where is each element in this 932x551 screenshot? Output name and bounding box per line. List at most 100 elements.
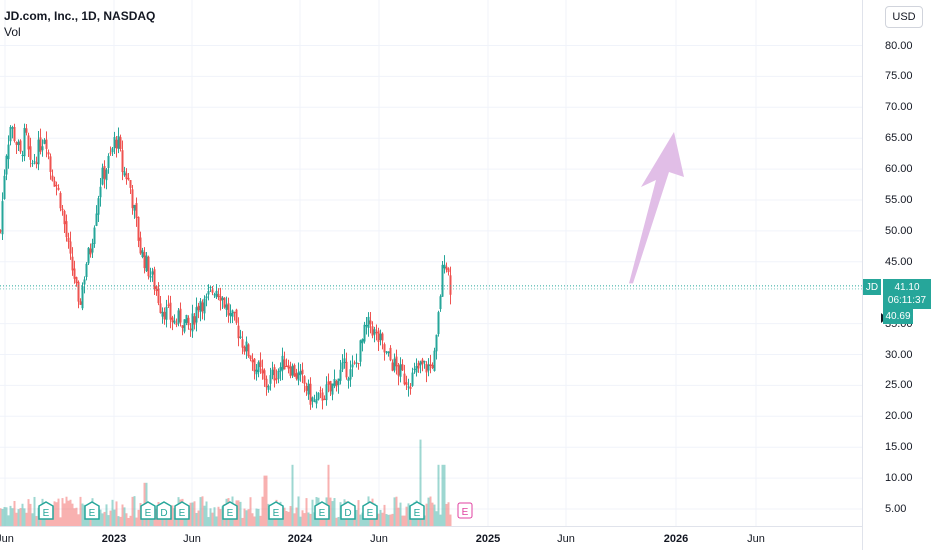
volume-bar	[53, 501, 56, 526]
candle-body	[145, 255, 148, 272]
earnings-marker-shape	[140, 501, 156, 520]
candle-body	[279, 367, 282, 372]
volume-bar	[65, 496, 68, 526]
candle-body	[285, 366, 288, 368]
earnings-marker-label: E	[319, 508, 326, 519]
candle-body	[43, 139, 46, 144]
earnings-marker-label: E	[273, 508, 280, 519]
volume-bar	[449, 514, 452, 526]
candle-body	[299, 370, 302, 376]
volume-bar	[99, 509, 102, 526]
candle-body	[235, 309, 238, 323]
candle-body	[347, 378, 350, 381]
volume-bar	[281, 514, 284, 526]
candle-body	[227, 303, 230, 316]
candle-body	[289, 366, 292, 376]
candle-body	[125, 173, 128, 180]
volume-bar	[147, 515, 150, 526]
volume-bar	[277, 514, 280, 526]
volume-bar	[377, 513, 380, 526]
volume-bar	[287, 511, 290, 526]
volume-bar	[3, 507, 6, 526]
volume-bar	[445, 503, 448, 526]
volume-bar	[25, 512, 28, 526]
candle-body	[199, 301, 202, 313]
candle-body	[315, 398, 318, 404]
candle-body	[437, 312, 440, 335]
earnings-marker: D	[156, 501, 172, 520]
candle-body	[413, 368, 416, 370]
volume-bar	[355, 509, 358, 526]
volume-bar	[359, 514, 362, 526]
price-tick-label: 5.00	[885, 503, 907, 515]
volume-bar	[265, 475, 268, 526]
volume-bar	[209, 508, 212, 526]
price-tick-label: 10.00	[885, 472, 913, 485]
volume-legend[interactable]: Vol	[4, 25, 21, 39]
earnings-marker: E	[222, 501, 238, 520]
time-tick-label: Jun	[183, 533, 201, 545]
candle-body	[135, 203, 138, 218]
candle-body	[405, 382, 408, 386]
candle-body	[3, 175, 6, 200]
candle-body	[27, 135, 30, 150]
volume-bar	[17, 509, 20, 526]
candle-body	[365, 325, 368, 327]
volume-bar	[431, 502, 434, 526]
time-axis[interactable]: Jun 2023 Jun 2024 Jun 2025 Jun 2026 Jun	[0, 526, 862, 551]
volume-bar	[295, 507, 298, 526]
volume-bar	[61, 498, 64, 526]
volume-bar	[357, 500, 360, 526]
candle-body	[223, 297, 226, 308]
currency-button[interactable]: USD	[885, 6, 923, 28]
volume-bar	[389, 514, 392, 526]
volume-bar	[385, 514, 388, 526]
volume-bar	[447, 502, 450, 526]
volume-bar	[387, 514, 390, 526]
earnings-marker-label: E	[179, 508, 186, 519]
candle-body	[271, 369, 274, 376]
candle-body	[397, 365, 400, 376]
candle-body	[275, 378, 278, 380]
candle-body	[421, 359, 424, 365]
volume-bar	[311, 499, 314, 526]
volume-bar	[255, 508, 258, 526]
projection-arrow[interactable]	[629, 132, 684, 284]
symbol-title[interactable]: JD.com, Inc., 1D, NASDAQ	[4, 9, 156, 23]
candle-body	[433, 350, 436, 371]
volume-bar	[309, 513, 312, 526]
volume-bar	[71, 503, 74, 526]
candle-body	[337, 378, 340, 386]
volume-bar	[47, 516, 50, 526]
volume-bar	[0, 508, 2, 526]
candle-body	[321, 392, 324, 401]
volume-bar	[191, 502, 194, 526]
candle-body	[0, 230, 2, 232]
candle-body	[131, 189, 134, 209]
candle-body	[381, 333, 384, 341]
candle-body	[173, 320, 176, 324]
volume-bar	[363, 517, 366, 526]
price-scale[interactable]: USD 80.00 75.00 70.00 65.00 60.00 55.00 50.00 4…	[862, 0, 932, 550]
volume-bar	[93, 517, 96, 526]
candle-body	[303, 376, 306, 384]
volume-bar	[397, 507, 400, 526]
volume-bar	[441, 464, 444, 526]
time-tick-label: 2026	[663, 533, 689, 545]
volume-bar	[375, 515, 378, 526]
candle-body	[249, 355, 252, 360]
earnings-marker-shape	[84, 501, 100, 520]
candle-body	[157, 288, 160, 304]
candle-body	[139, 237, 142, 254]
time-tick-label: 2023	[101, 533, 127, 545]
time-tick-label: Jun	[370, 533, 388, 545]
volume-bar	[217, 506, 220, 526]
time-tick-label: 2025	[475, 533, 501, 545]
candle-body	[61, 208, 64, 211]
volume-bar	[187, 515, 190, 526]
volume-bar	[189, 502, 192, 526]
chart-legend[interactable]: JD.com, Inc., 1D, NASDAQ Vol	[4, 8, 155, 40]
candle-body	[97, 198, 100, 215]
